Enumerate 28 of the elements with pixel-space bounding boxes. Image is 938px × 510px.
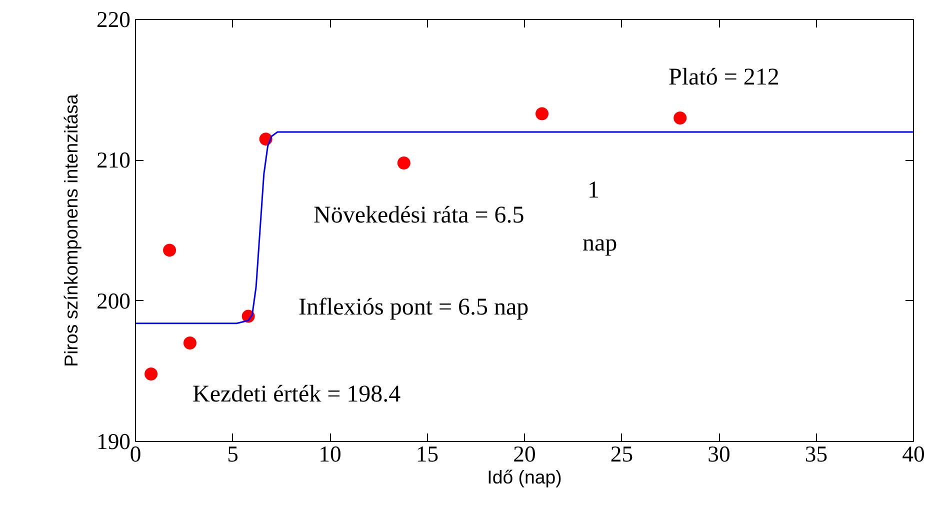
- point: [144, 367, 158, 380]
- point: [183, 336, 196, 350]
- y-tick-label: 200: [96, 288, 130, 314]
- annotation: Plató = 212: [668, 64, 780, 90]
- x-axis-title: Idő (nap): [487, 466, 562, 488]
- y-tick-label: 220: [96, 7, 130, 32]
- x-tick-label: 5: [227, 442, 238, 466]
- line-series: [136, 131, 914, 324]
- point: [163, 244, 176, 257]
- point: [397, 156, 410, 170]
- x-tick-label: 40: [902, 442, 925, 466]
- point: [536, 107, 549, 120]
- y-tick-label: 210: [96, 148, 130, 173]
- x-tick-label: 10: [318, 442, 342, 466]
- annotation: Kezdeti érték = 198.4: [192, 382, 401, 408]
- annotation: Növekedési ráta = 6.5: [314, 202, 524, 228]
- annotation: 1: [588, 178, 600, 204]
- y-axis-title: Piros színkomponens intenzitása: [60, 94, 82, 367]
- point: [674, 111, 687, 124]
- x-tick-label: 30: [708, 442, 730, 466]
- x-tick-label: 15: [416, 442, 439, 466]
- x-tick-label: 25: [610, 442, 634, 466]
- x-tick-label: 0: [130, 442, 142, 466]
- y-tick-label: 190: [96, 429, 130, 454]
- x-tick-label: 20: [513, 442, 536, 466]
- annotation: Inflexiós pont = 6.5 nap: [298, 294, 529, 320]
- x-tick-label: 35: [804, 442, 828, 466]
- annotation: nap: [582, 230, 618, 256]
